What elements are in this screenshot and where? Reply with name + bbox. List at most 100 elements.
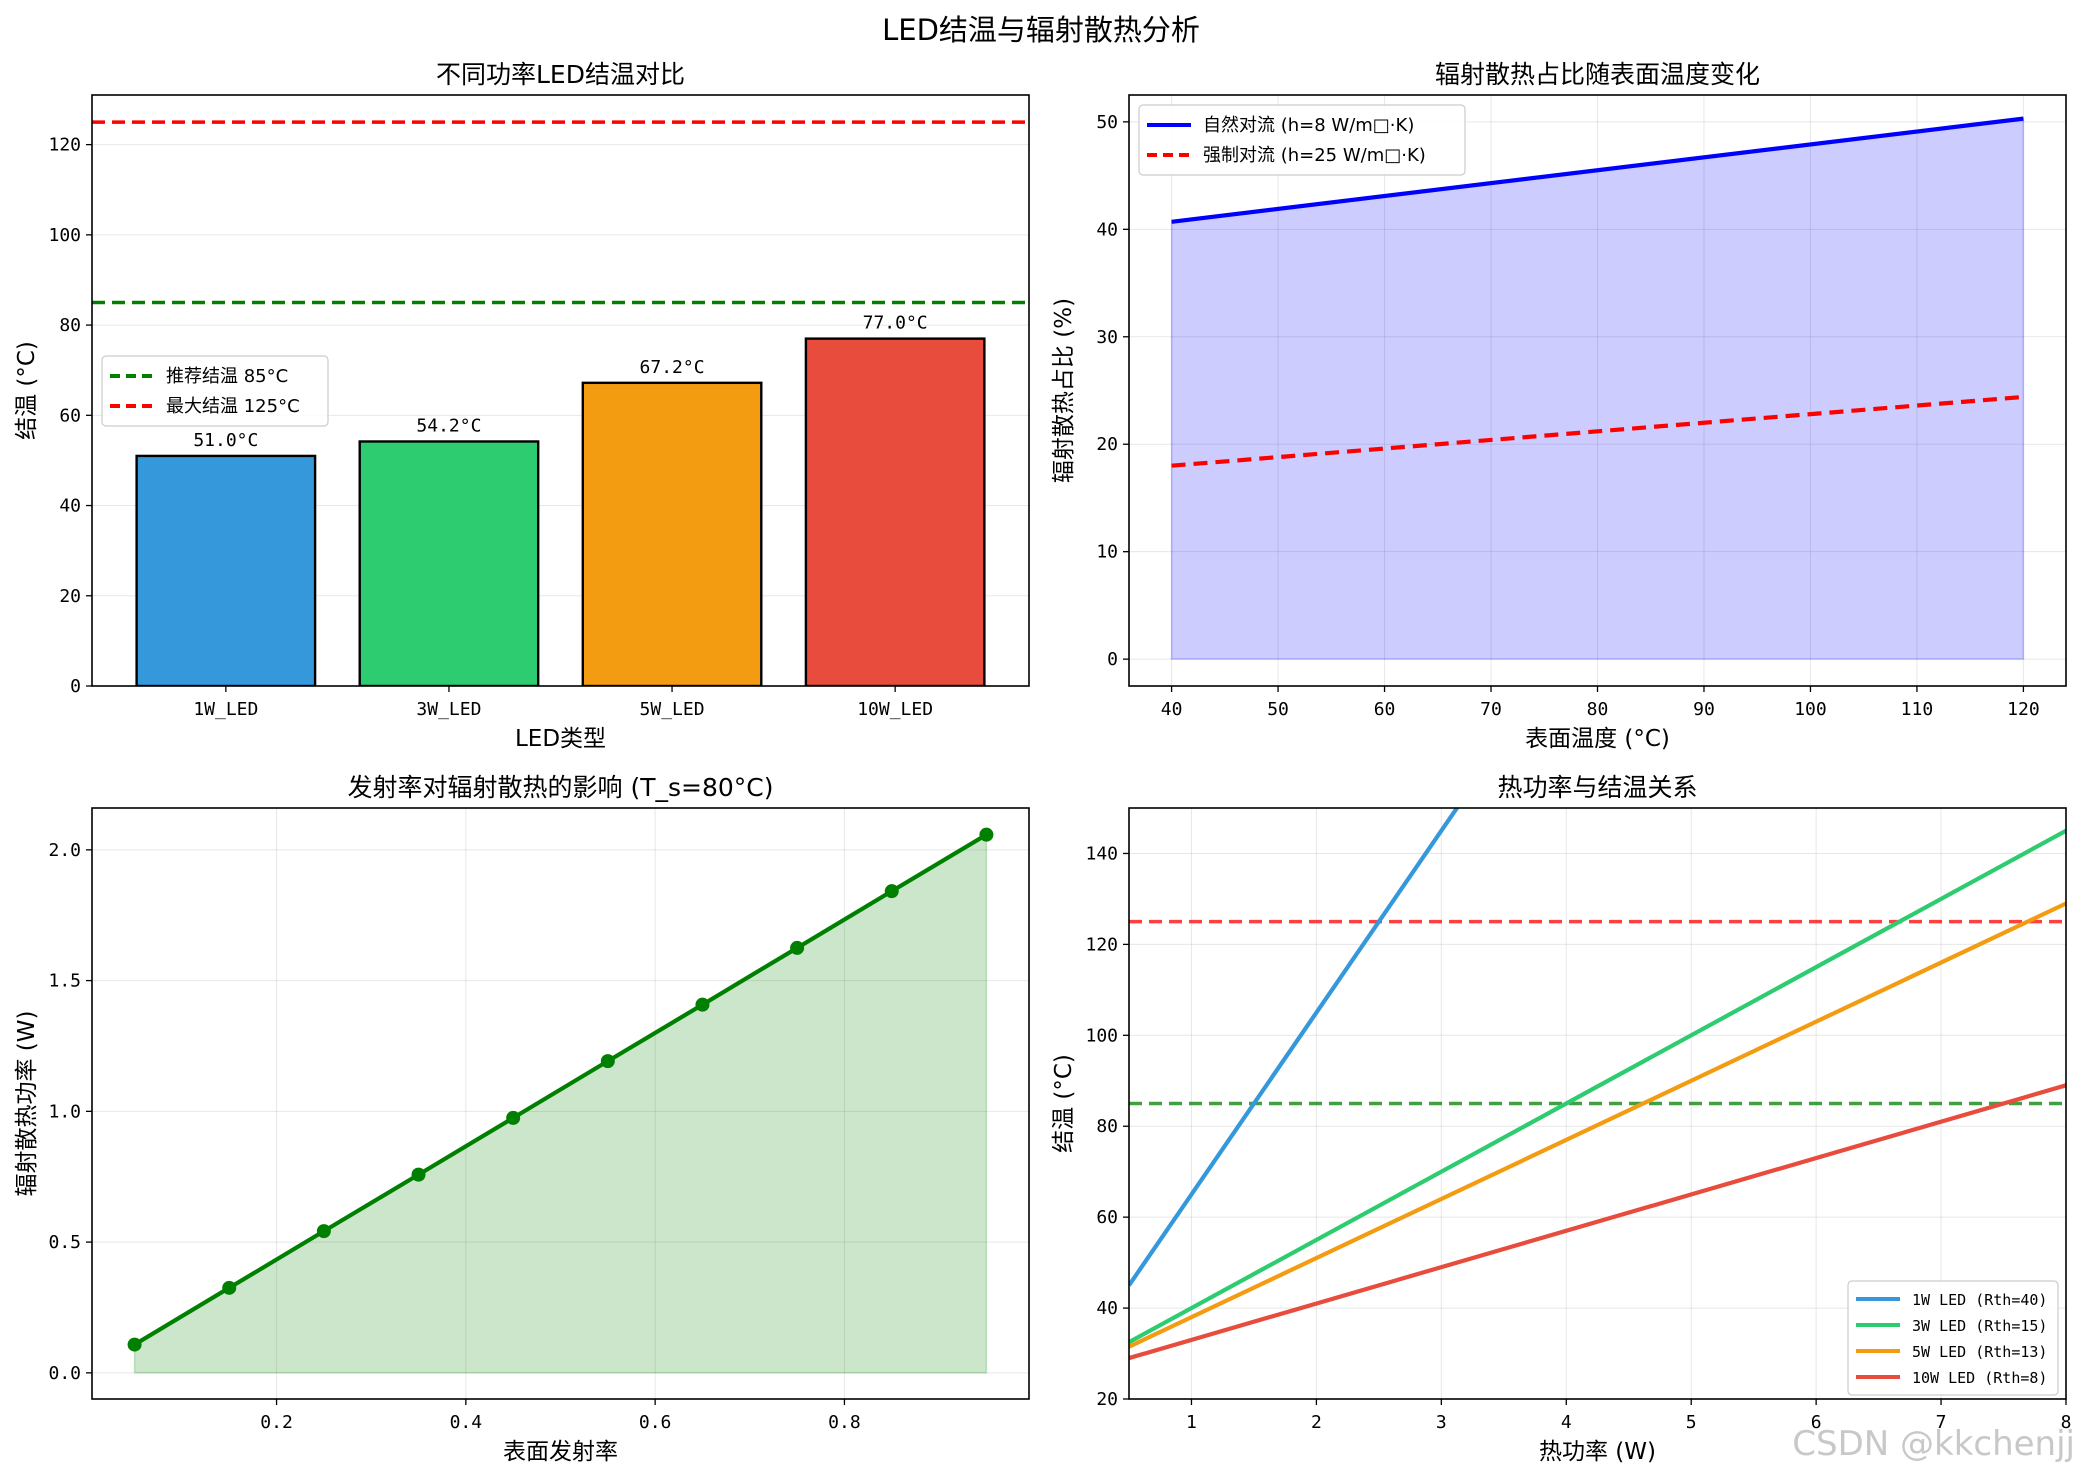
bar-value-label: 67.2°C bbox=[640, 357, 705, 378]
data-point bbox=[506, 1110, 521, 1125]
y-axis-label: 结温 (°C) bbox=[14, 341, 40, 440]
x-tick-label: 0.6 bbox=[639, 1412, 672, 1433]
plot-area bbox=[1170, 116, 2025, 660]
y-tick-label: 120 bbox=[1085, 934, 1118, 955]
x-tick-label: 0.2 bbox=[260, 1412, 293, 1433]
y-tick-label: 40 bbox=[59, 496, 81, 517]
y-tick-label: 40 bbox=[1096, 219, 1118, 240]
x-tick-label: 40 bbox=[1161, 699, 1183, 720]
y-tick-label: 10 bbox=[1096, 542, 1118, 563]
bar-value-label: 77.0°C bbox=[863, 313, 928, 334]
x-axis-label: LED类型 bbox=[515, 726, 606, 752]
legend-entry: 强制对流 (h=25 W/m□·K) bbox=[1203, 145, 1426, 166]
x-tick-label: 3 bbox=[1436, 1412, 1447, 1433]
bar-1W_LED bbox=[135, 454, 317, 686]
y-tick-label: 0.5 bbox=[48, 1232, 81, 1253]
x-axis-label: 表面温度 (°C) bbox=[1525, 726, 1670, 752]
plot-area bbox=[133, 832, 988, 1374]
plot-area bbox=[1129, 808, 2066, 1361]
y-tick-label: 100 bbox=[1085, 1025, 1118, 1046]
x-tick-label: 10W_LED bbox=[857, 699, 933, 720]
y-axis-label: 辐射散热占比 (%) bbox=[1051, 298, 1077, 483]
bar-value-label: 54.2°C bbox=[416, 415, 481, 436]
series-line bbox=[1171, 394, 2024, 468]
data-point bbox=[695, 997, 710, 1012]
watermark: CSDN @kkchenjj bbox=[1792, 1424, 2075, 1464]
data-point bbox=[316, 1224, 331, 1239]
data-point bbox=[884, 884, 899, 899]
x-axis-label: 表面发射率 bbox=[503, 1439, 618, 1465]
y-tick-label: 1.0 bbox=[48, 1101, 81, 1122]
x-tick-label: 60 bbox=[1374, 699, 1396, 720]
y-tick-label: 30 bbox=[1096, 327, 1118, 348]
y-axis-label: 辐射散热功率 (W) bbox=[14, 1011, 40, 1197]
y-tick-label: 0.0 bbox=[48, 1363, 81, 1384]
x-tick-label: 3W_LED bbox=[416, 699, 481, 720]
x-tick-label: 70 bbox=[1480, 699, 1502, 720]
axes-frame bbox=[1128, 807, 2067, 1400]
y-tick-label: 120 bbox=[48, 135, 81, 156]
chart-bar-junction-temp: 51.0°C 54.2°C 67.2°C 77.0°C 0 20 40 60 80 100 120 1… bbox=[14, 60, 1030, 752]
x-tick-label: 5 bbox=[1686, 1412, 1697, 1433]
legend-entry: 10W LED (Rth=8) bbox=[1912, 1369, 2047, 1387]
x-tick-label: 120 bbox=[2007, 699, 2040, 720]
data-point bbox=[979, 827, 994, 842]
y-tick-label: 2.0 bbox=[48, 840, 81, 861]
legend-entry: 最大结温 125°C bbox=[166, 396, 300, 417]
data-point bbox=[127, 1337, 142, 1352]
x-tick-label: 8 bbox=[2061, 1412, 2072, 1433]
series-line bbox=[1129, 808, 1460, 1287]
area-fill bbox=[1170, 117, 2025, 660]
x-tick-label: 2 bbox=[1311, 1412, 1322, 1433]
chart-title: 发射率对辐射散热的影响 (T_s=80°C) bbox=[348, 773, 774, 802]
series-line bbox=[1129, 828, 2066, 1345]
bar-10W_LED bbox=[804, 337, 986, 686]
y-tick-label: 50 bbox=[1096, 112, 1118, 133]
y-tick-label: 0 bbox=[1107, 649, 1118, 670]
x-tick-label: 7 bbox=[1936, 1412, 1947, 1433]
y-tick-label: 20 bbox=[1096, 434, 1118, 455]
legend-box bbox=[101, 355, 329, 427]
y-tick-label: 40 bbox=[1096, 1298, 1118, 1319]
x-tick-label: 80 bbox=[1587, 699, 1609, 720]
bar-value-label: 51.0°C bbox=[193, 430, 258, 451]
x-tick-label: 0.4 bbox=[450, 1412, 483, 1433]
series-line bbox=[1129, 901, 2066, 1349]
chart-title: 热功率与结温关系 bbox=[1497, 773, 1697, 802]
chart-emissivity-effect: 0.0 0.5 1.0 1.5 2.0 0.2 0.4 0.6 0.8 发射率对辐射散热的影响 (… bbox=[14, 773, 1030, 1465]
axes-frame bbox=[91, 94, 1030, 687]
data-point bbox=[790, 940, 805, 955]
x-tick-label: 6 bbox=[1811, 1412, 1822, 1433]
y-tick-label: 80 bbox=[1096, 1116, 1118, 1137]
data-point bbox=[411, 1167, 426, 1182]
x-tick-label: 90 bbox=[1693, 699, 1715, 720]
y-axis-label: 结温 (°C) bbox=[1051, 1054, 1077, 1153]
x-tick-label: 50 bbox=[1267, 699, 1289, 720]
series-line bbox=[133, 832, 988, 1347]
legend-entry: 5W LED (Rth=13) bbox=[1912, 1343, 2047, 1361]
chart-title: 辐射散热占比随表面温度变化 bbox=[1435, 60, 1760, 89]
x-tick-label: 0.8 bbox=[828, 1412, 861, 1433]
y-tick-label: 140 bbox=[1085, 843, 1118, 864]
bar-5W_LED bbox=[581, 381, 763, 686]
grid bbox=[1129, 95, 2066, 686]
data-point bbox=[600, 1054, 615, 1069]
series-line bbox=[1129, 1083, 2066, 1361]
x-axis-label: 热功率 (W) bbox=[1539, 1439, 1656, 1465]
area-fill bbox=[133, 833, 988, 1374]
legend-entry: 1W LED (Rth=40) bbox=[1912, 1291, 2047, 1309]
x-tick-label: 1W_LED bbox=[193, 699, 258, 720]
x-tick-label: 1 bbox=[1186, 1412, 1197, 1433]
data-point bbox=[222, 1280, 237, 1295]
x-tick-label: 5W_LED bbox=[640, 699, 705, 720]
legend-entry: 自然对流 (h=8 W/m□·K) bbox=[1203, 115, 1414, 136]
y-tick-label: 1.5 bbox=[48, 971, 81, 992]
y-tick-label: 80 bbox=[59, 315, 81, 336]
x-tick-label: 110 bbox=[1901, 699, 1934, 720]
bar-3W_LED bbox=[358, 440, 540, 686]
y-tick-label: 20 bbox=[1096, 1389, 1118, 1410]
y-tick-label: 60 bbox=[1096, 1207, 1118, 1228]
series-line bbox=[1171, 116, 2024, 224]
